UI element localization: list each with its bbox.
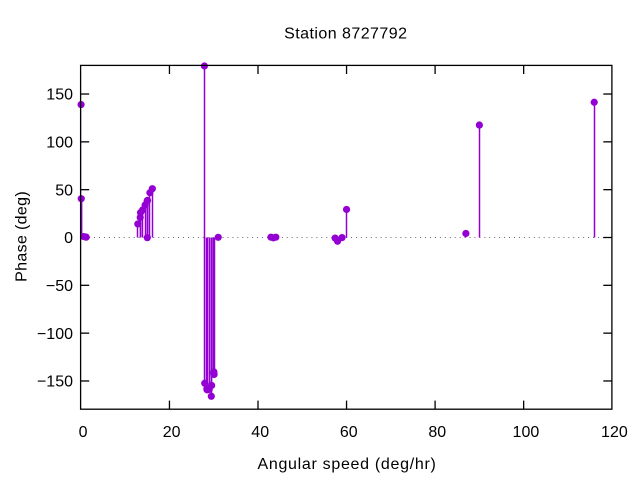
svg-text:150: 150 <box>46 87 73 104</box>
svg-text:Station 8727792: Station 8727792 <box>284 25 407 42</box>
svg-text:80: 80 <box>428 424 446 441</box>
svg-text:120: 120 <box>601 424 628 441</box>
svg-text:50: 50 <box>55 182 73 199</box>
svg-text:Angular speed (deg/hr): Angular speed (deg/hr) <box>257 456 436 473</box>
svg-text:0: 0 <box>79 424 88 441</box>
svg-text:Phase (deg): Phase (deg) <box>14 191 31 282</box>
svg-text:100: 100 <box>46 135 73 152</box>
svg-text:−150: −150 <box>37 374 73 391</box>
svg-text:−50: −50 <box>46 278 73 295</box>
svg-text:−100: −100 <box>37 326 73 343</box>
svg-text:40: 40 <box>251 424 269 441</box>
svg-text:20: 20 <box>163 424 181 441</box>
svg-text:100: 100 <box>513 424 540 441</box>
svg-text:0: 0 <box>64 230 73 247</box>
svg-text:60: 60 <box>340 424 358 441</box>
